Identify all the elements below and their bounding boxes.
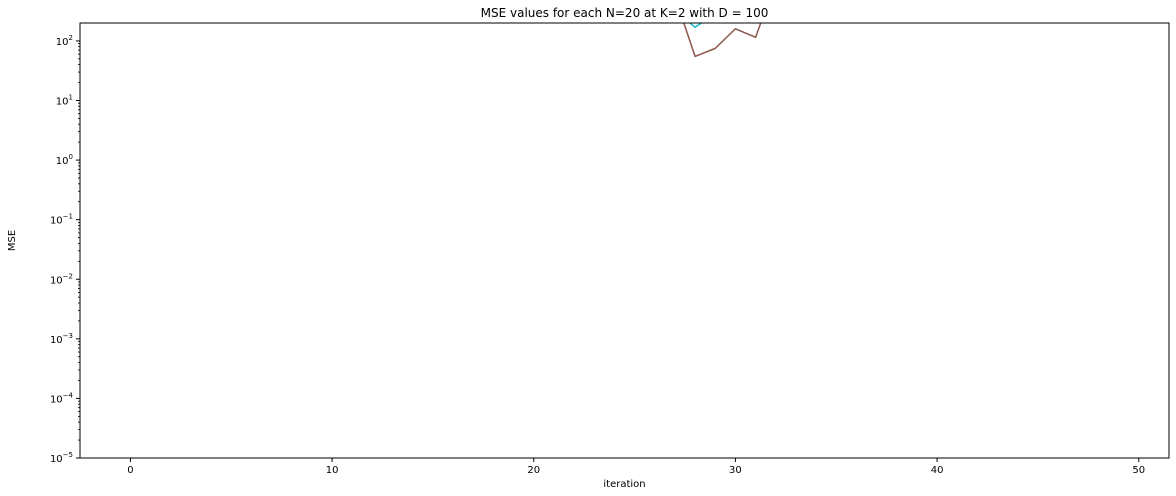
series-line	[683, 23, 762, 58]
x-tick-label: 30	[729, 465, 742, 476]
series-line	[688, 23, 703, 28]
y-tick-label: 10−2	[50, 272, 73, 286]
y-tick-label: 10−1	[50, 213, 73, 227]
y-tick-label: 10−5	[50, 451, 73, 465]
y-axis-label: MSE	[7, 230, 18, 251]
x-tick-label: 40	[931, 465, 944, 476]
x-tick-label: 0	[127, 465, 133, 476]
x-axis: 0 10 20 30 40 50	[127, 458, 1145, 476]
y-axis: 10−5 10−4 10−3 10−2 10−1 100 101 102	[50, 34, 80, 465]
chart-title: MSE values for each N=20 at K=2 with D =…	[481, 6, 769, 20]
x-axis-label: iteration	[603, 479, 645, 490]
x-tick-label: 10	[326, 465, 339, 476]
x-tick-label: 50	[1132, 465, 1145, 476]
y-tick-label: 101	[56, 94, 73, 108]
y-tick-label: 10−4	[50, 391, 74, 405]
y-tick-label: 102	[56, 34, 73, 48]
axes-frame	[79, 22, 1170, 459]
x-tick-label: 20	[527, 465, 540, 476]
y-tick-label: 10−3	[50, 332, 73, 346]
plot-area	[683, 23, 762, 58]
y-tick-label: 100	[56, 153, 73, 167]
